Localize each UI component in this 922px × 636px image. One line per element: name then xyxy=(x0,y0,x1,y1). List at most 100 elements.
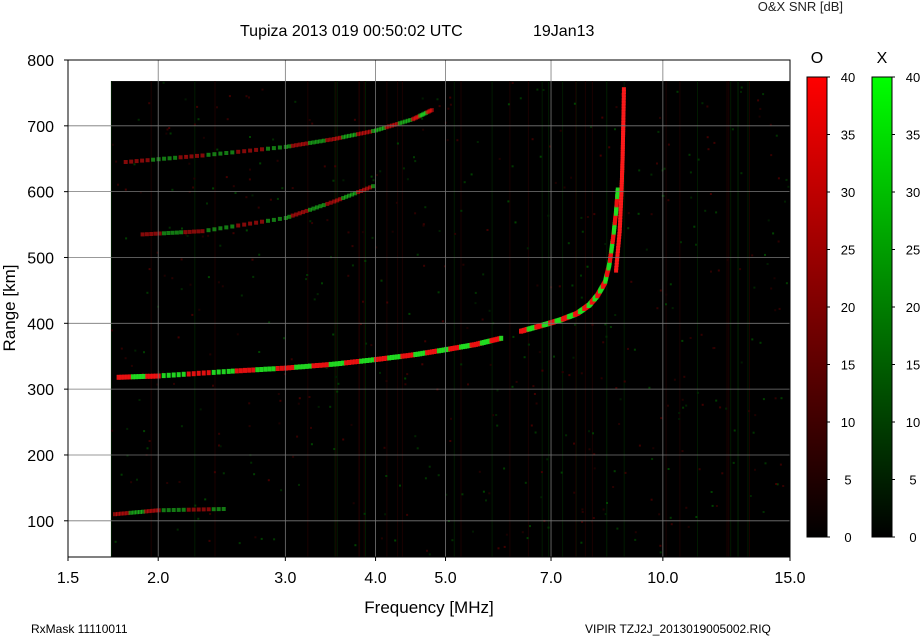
noise-speck xyxy=(305,278,308,281)
noise-speck xyxy=(753,286,756,289)
colorbar-title: O&X SNR [dB] xyxy=(758,0,843,14)
noise-speck xyxy=(560,471,563,474)
echo-cell xyxy=(335,198,340,203)
echo-cell xyxy=(166,508,171,513)
noise-speck xyxy=(749,495,752,497)
noise-speck xyxy=(283,337,286,340)
echo-cell xyxy=(621,115,626,120)
echo-cell xyxy=(418,351,423,357)
echo-cell xyxy=(382,356,386,361)
noise-column xyxy=(358,81,360,557)
echo-cell xyxy=(156,508,161,513)
noise-speck xyxy=(602,341,605,344)
noise-speck xyxy=(208,539,211,542)
echo-cell xyxy=(283,216,288,220)
echo-cell xyxy=(201,370,206,376)
echo-cell xyxy=(301,364,306,370)
echo-cell xyxy=(395,122,400,126)
echo-cell xyxy=(621,95,626,100)
noise-speck xyxy=(280,489,283,492)
noise-speck xyxy=(540,496,543,499)
noise-speck xyxy=(681,450,684,453)
noise-speck xyxy=(574,323,577,326)
echo-cell xyxy=(201,507,206,512)
noise-speck xyxy=(120,473,123,476)
echo-cell xyxy=(119,511,124,516)
echo-cell xyxy=(446,346,451,352)
echo-cell xyxy=(134,510,139,515)
echo-cell xyxy=(422,350,427,356)
noise-speck xyxy=(751,254,754,257)
noise-speck xyxy=(481,318,484,321)
y-tick-label: 800 xyxy=(27,53,54,70)
echo-cell xyxy=(218,151,223,156)
colorbar-label: O xyxy=(811,50,823,67)
echo-cell xyxy=(371,184,376,189)
echo-cell xyxy=(140,158,145,163)
noise-speck xyxy=(261,88,264,91)
colorbar-tick-label: 15 xyxy=(841,358,855,373)
noise-speck xyxy=(207,234,210,237)
echo-cell xyxy=(619,192,624,197)
echo-cell xyxy=(332,199,337,204)
colorbar-tick-label: 5 xyxy=(844,473,851,488)
echo-cell xyxy=(356,359,361,364)
echo-cell xyxy=(471,342,476,348)
echo-cell xyxy=(304,363,309,369)
noise-column xyxy=(386,81,388,557)
noise-column xyxy=(665,81,667,557)
noise-speck xyxy=(773,277,776,280)
echo-cell xyxy=(368,129,373,134)
echo-cell xyxy=(387,124,392,129)
noise-speck xyxy=(538,351,541,354)
noise-speck xyxy=(394,539,397,542)
echo-cell xyxy=(365,130,370,135)
noise-speck xyxy=(546,458,549,461)
echo-cell xyxy=(216,507,221,512)
echo-cell xyxy=(147,509,152,514)
echo-cell xyxy=(144,232,149,237)
echo-cell xyxy=(621,128,626,133)
noise-speck xyxy=(503,545,506,548)
noise-speck xyxy=(731,128,734,131)
echo-cell xyxy=(321,362,326,368)
echo-cell xyxy=(362,358,367,364)
noise-speck xyxy=(588,430,590,433)
noise-speck xyxy=(321,282,323,285)
noise-speck xyxy=(775,483,778,485)
noise-speck xyxy=(385,475,388,477)
echo-cell xyxy=(332,361,337,367)
echo-cell xyxy=(279,365,284,371)
noise-speck xyxy=(273,538,276,541)
noise-speck xyxy=(627,347,629,350)
noise-speck xyxy=(570,176,573,179)
noise-speck xyxy=(540,471,543,474)
noise-speck xyxy=(421,117,424,120)
echo-cell xyxy=(325,362,330,368)
colorbar-tick-label: 20 xyxy=(906,300,920,315)
echo-cell xyxy=(448,346,453,352)
echo-cell xyxy=(395,354,400,360)
noise-speck xyxy=(189,283,192,286)
noise-speck xyxy=(248,425,251,428)
noise-speck xyxy=(633,348,636,351)
echo-cell xyxy=(332,137,337,141)
noise-speck xyxy=(667,199,670,202)
noise-speck xyxy=(605,335,608,338)
colorbar-scale xyxy=(806,76,828,538)
echo-cell xyxy=(297,142,302,147)
noise-speck xyxy=(784,200,786,203)
echo-cell xyxy=(616,246,621,251)
noise-speck xyxy=(438,230,441,232)
noise-speck xyxy=(581,230,584,233)
echo-cell xyxy=(212,227,217,232)
noise-column xyxy=(460,81,462,557)
echo-cell xyxy=(444,347,448,353)
noise-speck xyxy=(252,275,255,278)
noise-speck xyxy=(332,179,335,182)
echo-cell xyxy=(263,366,268,372)
noise-speck xyxy=(193,123,196,126)
noise-speck xyxy=(290,358,293,361)
noise-speck xyxy=(613,470,616,473)
noise-speck xyxy=(117,183,119,186)
